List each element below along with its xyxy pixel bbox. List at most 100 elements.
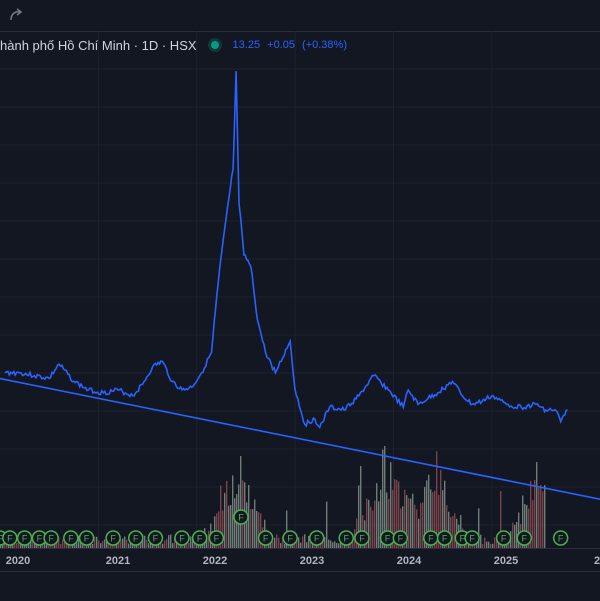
- dividend-marker-icon[interactable]: F: [147, 530, 164, 546]
- volume-bar: [232, 475, 234, 548]
- volume-bar: [310, 541, 312, 548]
- dividend-marker-icon[interactable]: F: [63, 530, 79, 546]
- dividend-marker-icon[interactable]: F: [208, 530, 225, 546]
- volume-bar: [174, 536, 176, 548]
- volume-bar: [170, 534, 172, 548]
- dividend-marker-icon[interactable]: F: [43, 530, 59, 546]
- volume-bar: [224, 492, 226, 548]
- volume-bar: [370, 506, 372, 548]
- volume-bar: [336, 542, 338, 548]
- trend-line[interactable]: [0, 377, 600, 500]
- volume-bar: [246, 502, 248, 548]
- volume-bar: [380, 489, 382, 548]
- volume-bar: [532, 500, 534, 548]
- svg-text:F: F: [314, 534, 320, 544]
- volume-bar: [124, 536, 126, 548]
- volume-bar: [488, 541, 490, 548]
- volume-bar: [492, 543, 494, 548]
- volume-bar: [478, 508, 480, 548]
- dividend-marker-icon[interactable]: F: [423, 530, 439, 546]
- volume-bar: [534, 480, 536, 548]
- time-axis-label-2021: 2021: [105, 555, 131, 567]
- dividend-marker-icon[interactable]: F: [127, 530, 144, 546]
- volume-bar: [76, 543, 78, 548]
- volume-bar: [470, 543, 472, 548]
- volume-bar: [404, 489, 406, 548]
- svg-text:F: F: [68, 534, 74, 544]
- volume-bar: [168, 535, 170, 548]
- svg-text:F: F: [428, 534, 434, 544]
- dividend-marker-icon[interactable]: F: [257, 530, 274, 546]
- time-axis[interactable]: 2020 2021 2022 2023 2024 2025 2: [0, 548, 600, 571]
- volume-bar: [444, 480, 446, 548]
- dividend-marker-icon[interactable]: F: [78, 530, 95, 546]
- volume-bar: [446, 505, 448, 548]
- volume-bar: [538, 487, 540, 548]
- volume-bar: [284, 543, 286, 548]
- volume-bar: [484, 537, 486, 548]
- price-chart[interactable]: FFFFFFFFFFFFFFFFFFFFFFFFFFFF: [0, 31, 600, 548]
- svg-text:F: F: [287, 534, 293, 544]
- volume-bar: [128, 543, 130, 548]
- volume-bar: [430, 489, 432, 548]
- symbol-legend[interactable]: hành phố Hồ Chí Minh · 1D · HSX 13.25 +0…: [0, 36, 351, 54]
- dividend-marker-icon[interactable]: F: [392, 530, 409, 546]
- dividend-marker-icon[interactable]: F: [516, 530, 533, 546]
- volume-bar: [240, 456, 242, 548]
- dividend-marker-icon[interactable]: F: [282, 530, 298, 546]
- volume-bar: [536, 462, 538, 548]
- dividend-marker-icon[interactable]: F: [436, 530, 453, 546]
- dividend-marker-icon[interactable]: F: [174, 530, 190, 546]
- volume-bar: [528, 508, 530, 548]
- dividend-marker-icon[interactable]: F: [354, 530, 370, 546]
- dividend-marker-icon[interactable]: F: [16, 530, 33, 546]
- dividend-marker-icon[interactable]: F: [379, 530, 396, 546]
- volume-bar: [342, 543, 344, 548]
- volume-bar: [386, 492, 388, 548]
- dividend-marker-icon[interactable]: F: [308, 530, 325, 546]
- dividend-marker-icon[interactable]: F: [495, 530, 512, 546]
- volume-bar: [104, 539, 106, 548]
- volume-bar: [332, 542, 334, 548]
- volume-bar: [540, 485, 542, 548]
- volume-bar: [424, 486, 426, 548]
- dividend-marker-icon[interactable]: F: [2, 530, 18, 546]
- volume-bar: [190, 536, 192, 548]
- dividend-marker-icon[interactable]: F: [191, 530, 208, 546]
- volume-bar: [486, 541, 488, 548]
- volume-bar: [64, 539, 66, 548]
- dividend-marker-icon[interactable]: F: [105, 530, 121, 546]
- symbol-title[interactable]: hành phố Hồ Chí Minh · 1D · HSX: [0, 37, 197, 53]
- volume-bar: [440, 469, 442, 548]
- volume-bar: [324, 537, 326, 548]
- volume-bar: [100, 543, 102, 548]
- volume-bar: [518, 512, 520, 548]
- volume-bar: [418, 518, 420, 548]
- volume-bar: [178, 542, 180, 548]
- market-status-icon: [210, 41, 219, 49]
- volume-bar: [282, 536, 284, 548]
- volume-bar: [414, 504, 416, 548]
- volume-bar: [150, 541, 152, 548]
- volume-bar: [500, 490, 502, 548]
- svg-text:F: F: [501, 534, 507, 544]
- volume-bar: [400, 508, 402, 548]
- dividend-marker-icon[interactable]: F: [464, 530, 480, 546]
- redo-icon[interactable]: [6, 6, 26, 24]
- volume-bar: [228, 505, 230, 548]
- time-axis-label-2025: 2025: [493, 555, 519, 567]
- volume-bar: [438, 494, 440, 548]
- volume-bar: [54, 543, 56, 548]
- dividend-marker-icon[interactable]: F: [552, 530, 569, 546]
- svg-text:F: F: [133, 534, 139, 544]
- volume-bar: [194, 542, 196, 548]
- volume-bar: [452, 516, 454, 548]
- dividend-marker-icon[interactable]: F: [233, 509, 249, 525]
- svg-text:F: F: [398, 534, 404, 544]
- volume-bar: [436, 451, 438, 548]
- dividend-marker-icon[interactable]: F: [338, 530, 354, 546]
- svg-text:F: F: [442, 534, 448, 544]
- volume-bar: [416, 509, 418, 548]
- volume-bar: [468, 542, 470, 548]
- volume-bar: [412, 493, 414, 548]
